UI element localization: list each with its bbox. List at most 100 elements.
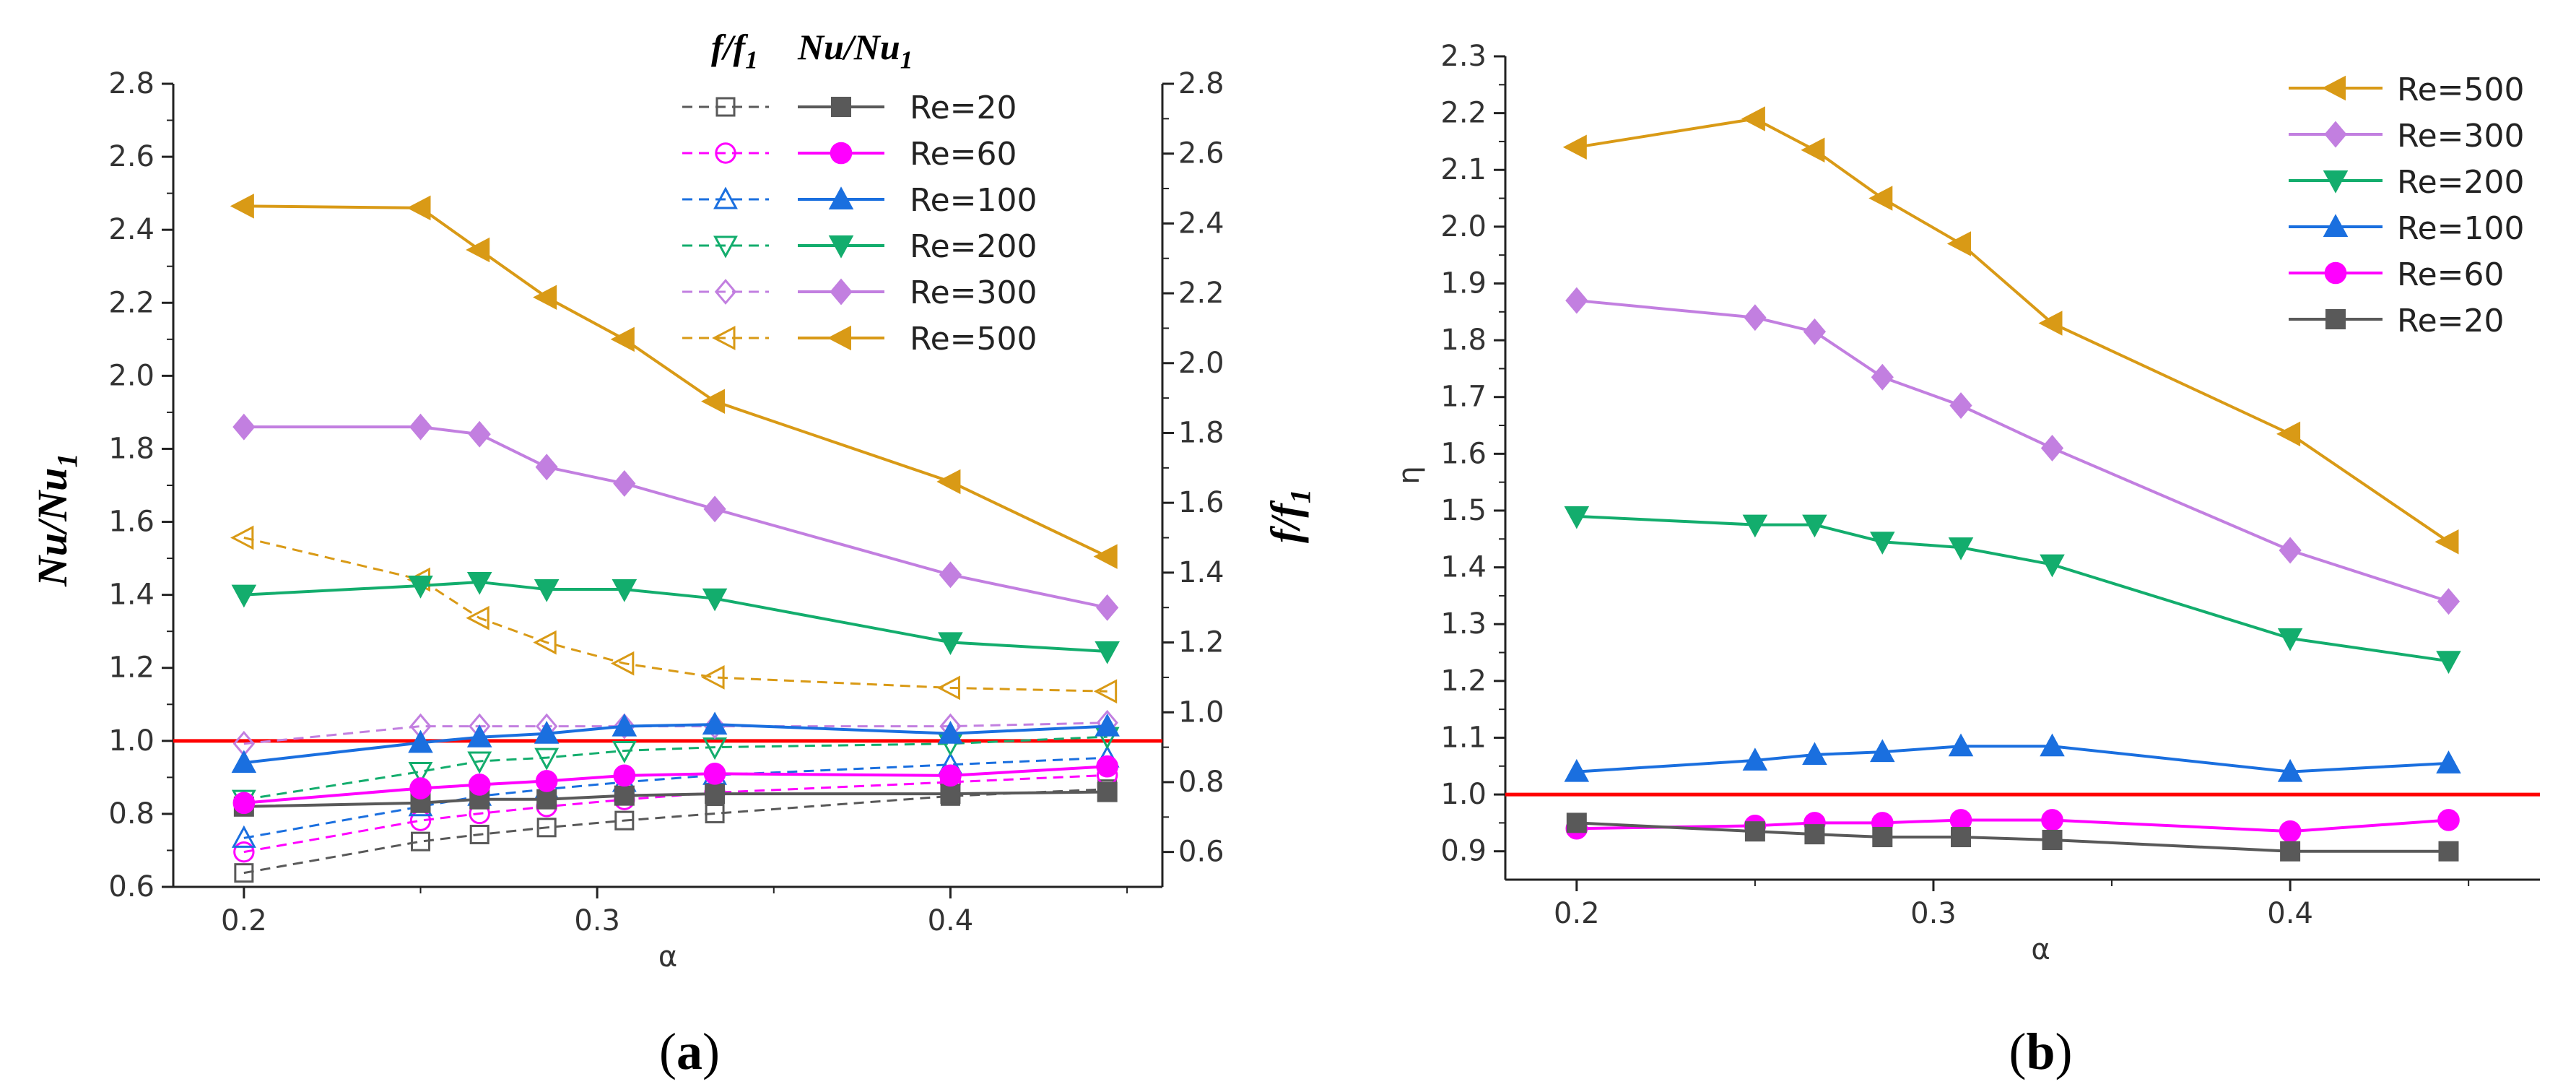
nu-series-line-Re=200 xyxy=(243,580,1108,653)
nu-point-Re=20 xyxy=(536,789,557,810)
left-y-tick-label: 1.0 xyxy=(108,724,155,758)
legend-nu-marker xyxy=(827,325,851,351)
right-y-tick-label: 0.8 xyxy=(1178,766,1224,799)
point-Re=300 xyxy=(1803,318,1827,345)
nu-point-Re=500 xyxy=(1093,544,1118,569)
left-y-tick-label: 1.6 xyxy=(108,506,155,539)
f-point-Re=300 xyxy=(613,713,635,740)
point-Re=60 xyxy=(2041,809,2063,831)
legend-label: Re=100 xyxy=(910,182,1037,219)
nu-point-Re=200 xyxy=(938,632,963,656)
legend-label: Re=100 xyxy=(2397,210,2525,247)
nu-point-Re=500 xyxy=(406,195,431,221)
point-Re=60 xyxy=(2437,809,2460,831)
point-Re=200 xyxy=(1870,532,1895,555)
f-point-Re=100 xyxy=(231,825,256,848)
f-point-Re=20 xyxy=(411,831,430,852)
left-y-axis-label-sub: 1 xyxy=(51,453,84,467)
y-tick-label: 1.1 xyxy=(1440,721,1487,754)
f-point-Re=200 xyxy=(534,748,560,771)
left-y-tick-label: 0.8 xyxy=(108,797,155,831)
x-tick-label: 0.4 xyxy=(928,904,974,937)
point-Re=60 xyxy=(2279,820,2302,843)
legend-header-nu: Nu/Nu1 xyxy=(797,27,913,74)
f-series-line-Re=500 xyxy=(243,537,1108,693)
y-tick-label: 2.1 xyxy=(1440,153,1487,186)
series-line-Re=300 xyxy=(1576,299,2450,603)
right-y-tick-label: 1.2 xyxy=(1178,626,1224,659)
nu-point-Re=200 xyxy=(1095,641,1120,664)
panel-label-b: (b) xyxy=(2009,1023,2072,1080)
x-tick-label: 0.4 xyxy=(2267,897,2313,930)
point-Re=500 xyxy=(1562,134,1587,160)
f-point-Re=500 xyxy=(466,605,489,630)
nu-point-Re=60 xyxy=(232,792,256,815)
nu-point-Re=100 xyxy=(408,729,433,753)
legend-label: Re=200 xyxy=(2397,164,2525,201)
point-Re=300 xyxy=(1871,363,1894,391)
f-point-Re=500 xyxy=(533,630,557,655)
legend-header-nu-sub: 1 xyxy=(900,46,913,74)
nu-series-line-Re=60 xyxy=(243,765,1108,805)
left-y-tick-label: 2.6 xyxy=(108,140,155,173)
f-series-line-Re=60 xyxy=(243,774,1108,854)
panel-label-letter: a xyxy=(676,1023,702,1080)
point-Re=100 xyxy=(2436,750,2461,774)
nu-point-Re=200 xyxy=(534,579,560,602)
right-y-tick-label: 0.6 xyxy=(1178,836,1224,869)
right-y-tick-label: 2.6 xyxy=(1178,137,1224,170)
point-Re=500 xyxy=(2434,529,2459,555)
right-y-tick-label: 2.8 xyxy=(1178,67,1224,100)
legend-a: f/f1 Nu/Nu1Re=20Re=60Re=100Re=200Re=300Re… xyxy=(682,27,1037,358)
nu-point-Re=100 xyxy=(938,721,963,744)
f-point-Re=20 xyxy=(469,824,489,844)
y-tick-label: 2.0 xyxy=(1440,210,1487,243)
nu-point-Re=20 xyxy=(1097,781,1118,802)
point-Re=100 xyxy=(1742,748,1768,771)
x-tick-label: 0.3 xyxy=(1910,897,1957,930)
legend-marker xyxy=(2324,261,2347,285)
point-Re=100 xyxy=(2040,733,2065,757)
series-line-Re=100 xyxy=(1576,745,2449,774)
x-axis-label: α xyxy=(658,940,677,974)
left-y-tick-label: 1.8 xyxy=(108,432,155,465)
f-point-Re=500 xyxy=(610,651,635,676)
legend-f-marker xyxy=(712,326,736,350)
nu-point-Re=60 xyxy=(613,764,636,787)
point-Re=200 xyxy=(2277,628,2303,651)
nu-point-Re=100 xyxy=(466,724,492,748)
y-tick-label: 1.4 xyxy=(1440,551,1487,584)
nu-point-Re=100 xyxy=(1095,713,1120,737)
legend-marker xyxy=(2323,214,2349,237)
legend-b: Re=500 Re=300 Re=200 Re=100 Re=60 Re=20 xyxy=(2289,72,2525,339)
y-tick-label: 1.9 xyxy=(1440,266,1487,300)
legend-f-marker xyxy=(713,186,738,209)
f-point-Re=200 xyxy=(408,761,433,784)
legend-nu-marker xyxy=(828,235,854,259)
y-tick-label: 1.3 xyxy=(1440,607,1487,641)
left-y-tick-label: 2.0 xyxy=(108,359,155,392)
point-Re=500 xyxy=(1801,137,1825,162)
legend-nu-marker xyxy=(830,142,853,165)
legend-label: Re=60 xyxy=(910,136,1017,173)
point-Re=20 xyxy=(2438,841,2459,862)
nu-point-Re=60 xyxy=(703,763,726,785)
nu-point-Re=60 xyxy=(468,774,491,796)
point-Re=100 xyxy=(1802,742,1827,766)
f-point-Re=20 xyxy=(536,818,557,838)
right-y-axis-label: f/f1 xyxy=(1262,489,1317,543)
nu-point-Re=500 xyxy=(936,469,961,495)
f-series-line-Re=20 xyxy=(243,788,1108,875)
y-tick-label: 1.0 xyxy=(1440,778,1487,811)
y-tick-label: 1.6 xyxy=(1440,437,1487,470)
nu-point-Re=300 xyxy=(232,413,256,441)
y-tick-label: 1.7 xyxy=(1440,381,1487,414)
nu-point-Re=20 xyxy=(940,784,961,805)
point-Re=500 xyxy=(1868,186,1893,211)
point-Re=300 xyxy=(2437,588,2460,615)
legend-f-marker xyxy=(714,279,737,305)
point-Re=200 xyxy=(2436,651,2461,674)
panel-label-a: (a) xyxy=(659,1023,720,1080)
nu-point-Re=20 xyxy=(705,784,726,805)
